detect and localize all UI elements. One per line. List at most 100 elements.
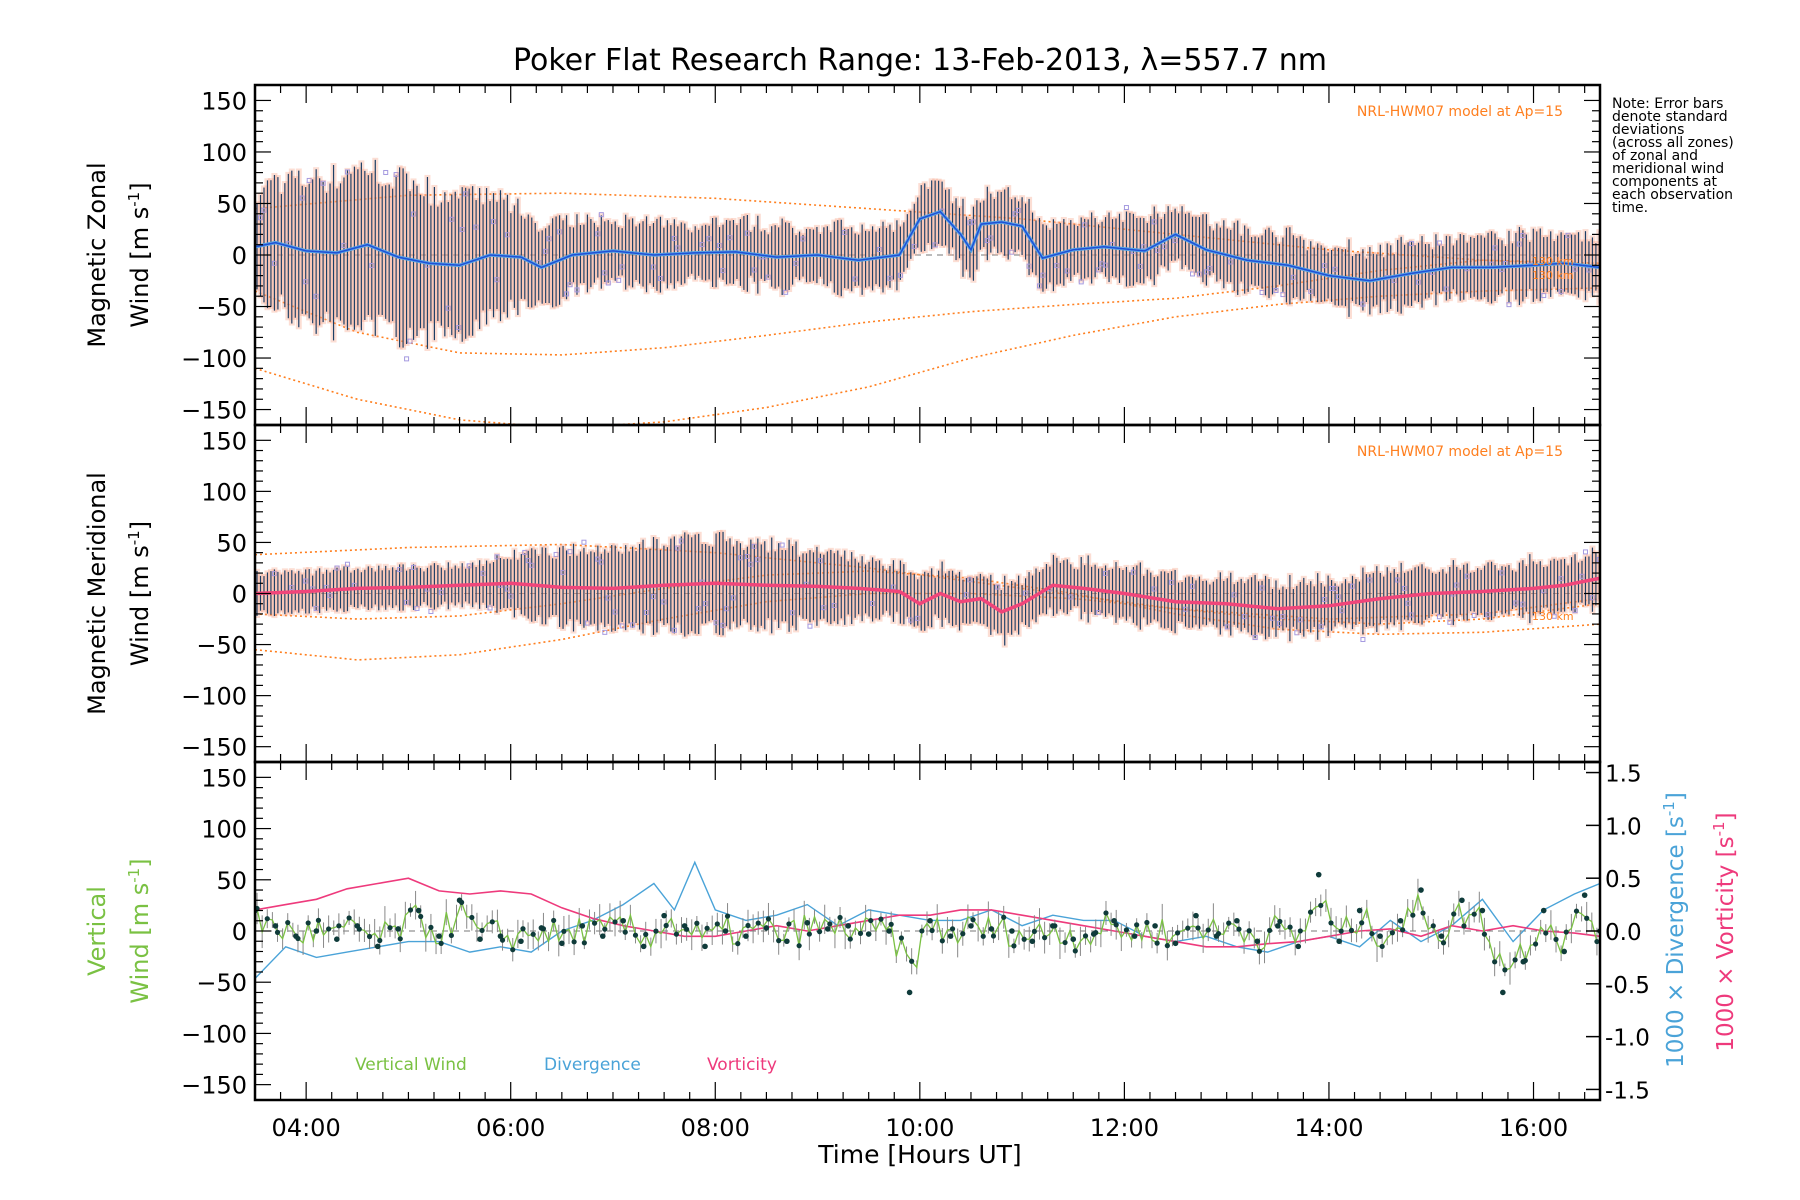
- y-tick-label: 150: [201, 427, 247, 455]
- vertical-point: [704, 925, 710, 931]
- vertical-sample-point: [1152, 923, 1158, 929]
- outlier-point: [619, 264, 625, 270]
- outlier-point: [1572, 266, 1578, 272]
- outlier-point: [1339, 608, 1345, 614]
- vertical-sample-point: [1295, 943, 1302, 950]
- outlier-point: [703, 601, 709, 607]
- outlier-point: [522, 549, 528, 555]
- vertical-point: [1185, 925, 1191, 931]
- outlier-point: [1224, 624, 1230, 630]
- x-tick-label: 14:00: [1294, 1114, 1363, 1142]
- vertical-point: [980, 933, 986, 939]
- outlier-point: [1169, 579, 1175, 585]
- bracket: ]: [126, 182, 154, 191]
- outlier-point: [313, 293, 319, 299]
- vertical-sample-point: [1193, 912, 1199, 919]
- outlier-point: [1096, 267, 1102, 273]
- vertical-point: [346, 915, 352, 921]
- outlier-point: [456, 325, 462, 331]
- x-tick-label: 04:00: [272, 1114, 341, 1142]
- bracket: ]: [126, 858, 154, 867]
- vertical-point: [837, 914, 843, 921]
- outlier-point: [706, 236, 712, 242]
- outlier-point: [1471, 612, 1477, 618]
- outlier-point: [546, 236, 552, 242]
- outlier-point: [831, 603, 837, 609]
- outlier-point: [1322, 597, 1328, 603]
- outlier-point: [790, 610, 796, 616]
- vertical-point: [510, 947, 516, 953]
- outlier-point: [567, 282, 573, 288]
- outlier-point: [598, 212, 604, 218]
- outlier-point: [1499, 570, 1505, 576]
- vertical-sample-point: [1356, 907, 1363, 914]
- outlier-point: [1579, 573, 1585, 579]
- outlier-point: [911, 243, 917, 249]
- y-axis-title-line2: Wind [m s-1]: [125, 182, 154, 327]
- outlier-point: [584, 620, 590, 626]
- vertical-point: [1277, 918, 1283, 925]
- altitude-label: 130 km: [1532, 269, 1574, 282]
- panel-vertical: Vertical Wind Divergence Vorticity 1.5 1.0 0.…: [83, 760, 1739, 1104]
- outlier-point: [1297, 617, 1303, 623]
- vertical-point: [1471, 911, 1477, 917]
- outlier-point: [1329, 585, 1335, 591]
- vertical-point: [1287, 924, 1293, 930]
- vertical-point: [1062, 939, 1068, 946]
- vertical-sample-point: [640, 943, 647, 950]
- outlier-point: [755, 557, 761, 563]
- vertical-sample-point: [1520, 958, 1527, 965]
- vertical-point: [448, 932, 454, 939]
- note-line: meridional wind: [1612, 161, 1725, 177]
- outlier-point: [1367, 577, 1373, 583]
- vertical-point: [499, 937, 506, 943]
- outlier-point: [271, 260, 277, 266]
- vertical-sample-point: [559, 940, 565, 947]
- outlier-point: [678, 538, 684, 544]
- vertical-point: [960, 931, 966, 937]
- outlier-point: [1416, 279, 1422, 285]
- y-tick-label: 100: [201, 139, 247, 167]
- outlier-point: [995, 584, 1001, 590]
- vertical-point: [1369, 930, 1375, 937]
- outlier-point: [261, 207, 267, 213]
- outlier-point: [407, 338, 413, 344]
- x-tick-label: 10:00: [885, 1114, 954, 1142]
- outlier-point: [494, 277, 500, 283]
- outlier-point: [1492, 245, 1498, 251]
- vertical-sample-point: [824, 926, 831, 932]
- outlier-point: [744, 230, 750, 236]
- vertical-point: [418, 913, 424, 920]
- vertical-point: [1584, 915, 1590, 921]
- outlier-point: [327, 593, 333, 599]
- vertical-point: [366, 933, 373, 940]
- vertical-sample-point: [313, 928, 320, 934]
- outlier-point: [1016, 207, 1022, 213]
- outlier-point: [303, 279, 309, 285]
- vertical-point: [520, 926, 526, 932]
- outlier-point: [730, 595, 736, 601]
- legend-divergence: Divergence: [544, 1055, 641, 1075]
- model-curve-3: [255, 543, 1600, 620]
- vertical-point: [847, 936, 853, 942]
- vertical-point: [1461, 923, 1467, 929]
- vertical-sample-point: [1336, 938, 1342, 945]
- outlier-point: [967, 577, 973, 583]
- superscript: -1: [1660, 801, 1678, 816]
- vertical-point: [377, 937, 383, 944]
- vertical-point: [1205, 927, 1211, 933]
- outlier-point: [720, 622, 726, 628]
- vertical-sample-point: [272, 923, 279, 929]
- vertical-point: [1430, 923, 1436, 929]
- outlier-point: [1023, 590, 1029, 596]
- outlier-point: [567, 549, 573, 555]
- x-tick-label: 06:00: [476, 1114, 545, 1142]
- outlier-point: [1082, 222, 1088, 228]
- y-axis-title-line2: Wind [m s-1]: [125, 521, 154, 666]
- outlier-point: [504, 232, 510, 238]
- outlier-point: [1349, 583, 1355, 589]
- outlier-point: [1513, 600, 1519, 606]
- outlier-point: [1207, 265, 1213, 271]
